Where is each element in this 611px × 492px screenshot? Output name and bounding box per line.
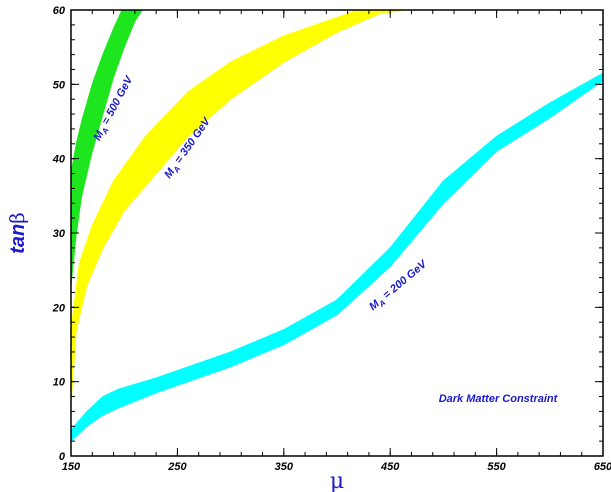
band-ma-200 <box>70 72 604 443</box>
x-tick-label: 350 <box>275 461 294 473</box>
dark-matter-annotation: Dark Matter Constraint <box>439 393 559 405</box>
y-tick-label: 30 <box>53 228 66 240</box>
x-axis-label: μ <box>330 469 344 492</box>
y-tick-label: 60 <box>53 5 66 17</box>
y-axis-label: tanβ <box>5 212 29 254</box>
y-tick-label: 20 <box>52 302 66 314</box>
bands-layer <box>70 9 604 443</box>
y-tick-label: 50 <box>53 79 66 91</box>
band-ma-500 <box>70 9 144 286</box>
ticks-layer: 150 250 350 450 550 650 0 10 20 30 40 50 60 <box>52 5 611 473</box>
x-tick-label: 650 <box>594 461 611 473</box>
x-tick-label: 550 <box>487 461 506 473</box>
y-tick-label: 40 <box>52 154 66 166</box>
y-axis-label-symbol: β <box>5 212 29 224</box>
y-axis-label-main: tan <box>7 224 29 254</box>
y-tick-label: 10 <box>53 377 66 389</box>
band-ma-350 <box>70 9 407 405</box>
x-tick-label: 250 <box>167 461 187 473</box>
y-tick-label: 0 <box>59 451 66 463</box>
x-tick-label: 150 <box>62 461 81 473</box>
x-tick-label: 450 <box>380 461 400 473</box>
